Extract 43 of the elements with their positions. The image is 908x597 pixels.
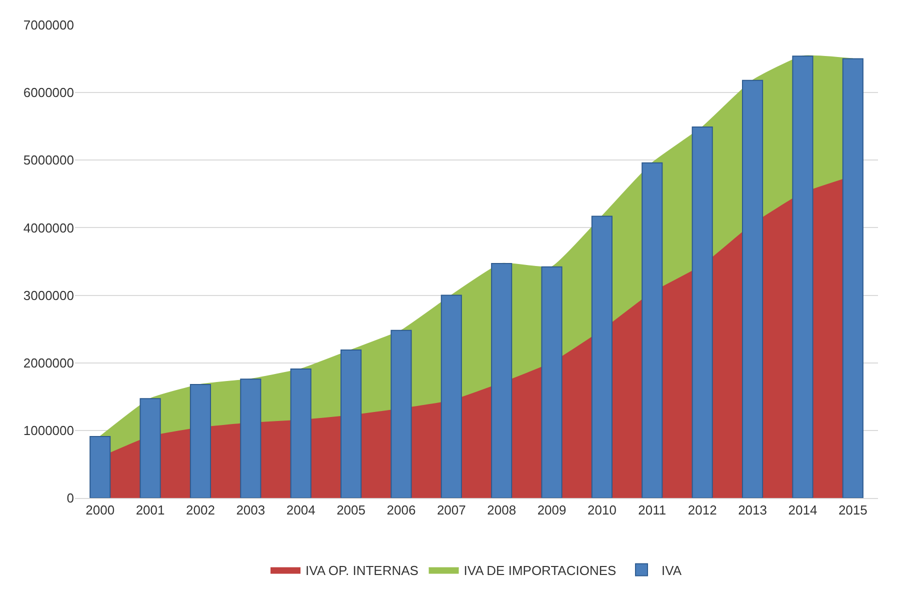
bar (390, 330, 412, 498)
y-tick-label: 0 (66, 490, 74, 506)
y-tick-label: 1000000 (23, 422, 74, 438)
y-tick-label: 6000000 (23, 85, 74, 100)
bar (190, 384, 212, 498)
legend-label: IVA (662, 562, 682, 578)
y-tick-label: 5000000 (23, 152, 74, 168)
x-tick-label: 2000 (86, 502, 115, 518)
legend-label: IVA OP. INTERNAS (306, 562, 419, 578)
x-tick-label: 2013 (738, 502, 767, 518)
bar (541, 266, 562, 498)
x-tick-label: 2008 (487, 502, 516, 518)
bar (742, 80, 764, 498)
x-tick-label: 2014 (788, 502, 818, 518)
bar (642, 162, 663, 498)
x-tick-label: 2009 (537, 502, 566, 518)
bar (290, 368, 312, 498)
x-tick-label: 2004 (286, 502, 316, 518)
bar (90, 436, 111, 498)
y-tick-label: 3000000 (23, 288, 74, 303)
legend-label: IVA DE IMPORTACIONES (464, 562, 617, 578)
x-tick-label: 2003 (236, 502, 266, 518)
bar (591, 216, 613, 498)
x-tick-label: 2005 (336, 502, 366, 518)
bar (140, 398, 161, 498)
x-tick-label: 2002 (186, 502, 215, 518)
x-tick-label: 2011 (638, 502, 666, 518)
x-tick-label: 2001 (136, 502, 165, 518)
x-tick-label: 2006 (386, 502, 416, 518)
x-tick-label: 2015 (838, 502, 868, 518)
bar (792, 56, 814, 498)
bar (842, 58, 864, 498)
y-tick-label: 2000000 (23, 355, 74, 370)
x-tick-label: 2010 (588, 502, 616, 518)
bar (340, 350, 362, 498)
bar (491, 263, 512, 498)
bar (440, 294, 462, 498)
x-tick-label: 2007 (436, 502, 466, 518)
y-tick-label: 7000000 (23, 18, 74, 33)
y-tick-label: 4000000 (23, 220, 74, 236)
x-tick-label: 2012 (688, 502, 717, 518)
bar (240, 378, 262, 498)
bar (692, 126, 713, 498)
